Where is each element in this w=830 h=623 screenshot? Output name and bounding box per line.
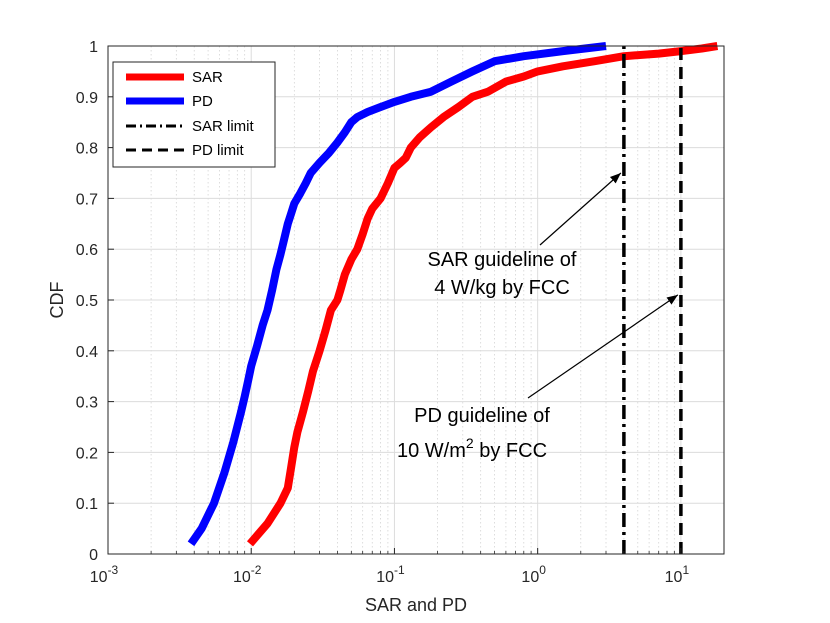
y-tick-label: 0.7: [76, 191, 98, 208]
x-tick-label-exp: -2: [251, 563, 262, 577]
annotation-sar-line1: SAR guideline of: [428, 249, 577, 271]
y-tick-label: 0.8: [76, 141, 98, 158]
annotation-pd-line2: 10 W/m2 by FCC: [397, 435, 547, 462]
x-axis-label: SAR and PD: [365, 595, 467, 615]
y-tick-label: 0.2: [76, 445, 98, 462]
series-group: [187, 42, 719, 554]
x-tick-label-base: 10: [521, 569, 539, 586]
series-sar-line: [246, 42, 719, 547]
y-tick-label: 0.3: [76, 395, 98, 412]
x-tick-label-base: 10: [90, 569, 108, 586]
legend: SAR PD SAR limit PD limit: [112, 61, 276, 168]
x-tick-label-exp: -3: [108, 563, 119, 577]
annotation-pd-line2-suffix: by FCC: [474, 440, 547, 462]
x-tick-label-exp: -1: [394, 563, 405, 577]
x-tick-label: 100: [521, 563, 546, 586]
x-tick-label-base: 10: [376, 569, 394, 586]
x-tick-label-exp: 1: [682, 563, 689, 577]
y-tick-label: 0.1: [76, 496, 98, 513]
legend-label-pd-limit: PD limit: [192, 142, 244, 159]
y-tick-label: 0.6: [76, 242, 98, 259]
annotations: SAR guideline of 4 W/kg by FCC PD guidel…: [397, 172, 679, 462]
x-tick-label-base: 10: [233, 569, 251, 586]
y-tick-label: 0.5: [76, 293, 98, 310]
x-tick-label: 10-1: [376, 563, 405, 586]
legend-label-pd: PD: [192, 93, 213, 110]
y-axis-label: CDF: [47, 282, 67, 319]
y-tick-label: 1: [89, 39, 98, 56]
annotation-sar-line2: 4 W/kg by FCC: [434, 277, 570, 299]
x-tick-label: 101: [665, 563, 690, 586]
legend-label-sar: SAR: [192, 69, 223, 86]
x-tick-label: 10-3: [90, 563, 119, 586]
y-tick-label: 0.9: [76, 90, 98, 107]
annotation-pd-line1: PD guideline of: [414, 405, 550, 427]
legend-label-sar-limit: SAR limit: [192, 118, 255, 135]
x-tick-label: 10-2: [233, 563, 262, 586]
y-tick-label: 0: [89, 547, 98, 564]
x-tick-label-exp: 0: [539, 563, 546, 577]
axis-ticks: 10-3 10-2 10-1 100 10100.10.20.30.40.50.60.7…: [76, 39, 725, 586]
y-tick-label: 0.4: [76, 344, 98, 361]
x-tick-label-base: 10: [665, 569, 683, 586]
annotation-pd-line2-prefix: 10 W/m: [397, 440, 466, 462]
annotation-arrow: [539, 172, 622, 246]
annotation-arrow: [527, 294, 679, 399]
annotation-pd-line2-sup: 2: [466, 435, 474, 451]
series-pd-line: [187, 42, 607, 547]
